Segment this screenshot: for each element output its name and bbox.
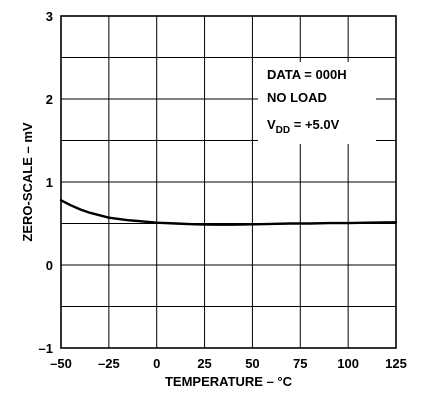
annotation-vdd: VDD = +5.0V xyxy=(267,117,340,136)
series-layer xyxy=(59,199,398,226)
series-line xyxy=(59,199,398,226)
x-tick-label: 75 xyxy=(293,356,307,371)
x-tick-label: 125 xyxy=(385,356,407,371)
y-tick-label: 2 xyxy=(46,92,53,107)
y-tick-label: 0 xyxy=(46,258,53,273)
x-tick-label: –25 xyxy=(98,356,120,371)
y-tick-labels: –1 0 1 2 3 xyxy=(39,9,53,356)
y-tick-label: –1 xyxy=(39,341,53,356)
annotation-data: DATA = 000H xyxy=(267,67,347,82)
annotation-vdd-rest: = +5.0V xyxy=(290,117,339,132)
y-tick-label: 3 xyxy=(46,9,53,24)
y-tick-label: 1 xyxy=(46,175,53,190)
x-tick-labels: –50 –25 0 25 50 75 100 125 xyxy=(50,356,407,371)
plot-frame xyxy=(60,15,397,349)
x-tick-label: –50 xyxy=(50,356,72,371)
x-tick-label: 25 xyxy=(197,356,211,371)
annotation-load: NO LOAD xyxy=(267,90,327,105)
y-axis-label: ZERO-SCALE – mV xyxy=(20,122,35,242)
x-tick-label: 100 xyxy=(337,356,359,371)
annotation-vdd-sub: DD xyxy=(276,125,290,136)
annotation-background xyxy=(258,62,376,144)
annotation-vdd-main: V xyxy=(267,117,276,132)
x-tick-label: 0 xyxy=(153,356,160,371)
x-axis-label: TEMPERATURE – °C xyxy=(165,374,293,389)
annotation-box: DATA = 000H NO LOAD VDD = +5.0V xyxy=(258,62,376,144)
x-tick-label: 50 xyxy=(245,356,259,371)
